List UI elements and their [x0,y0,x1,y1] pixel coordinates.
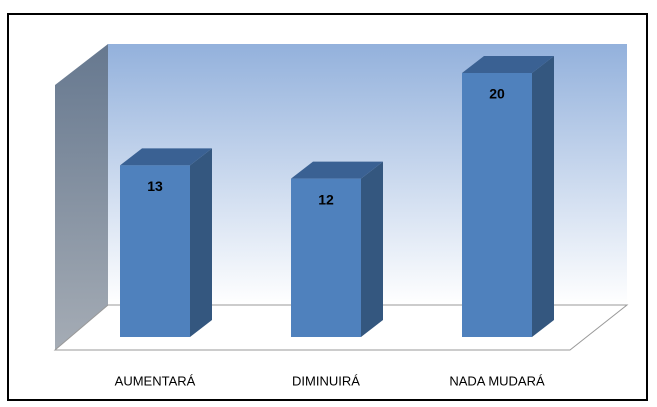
bar [120,148,212,337]
side-wall [55,44,108,350]
bars [120,56,554,337]
bar-front [291,178,361,337]
value-label: 20 [489,86,505,102]
x-tick-label: AUMENTARÁ [115,373,196,388]
bar-side [361,161,383,337]
bar [462,56,554,337]
bar-front [462,73,532,337]
bar-top [291,161,383,179]
bar-top [120,148,212,166]
bar-side [532,56,554,337]
bar-top [462,56,554,73]
x-tick-label: DIMINUIRÁ [292,373,360,388]
value-label: 13 [147,178,163,194]
bar-side [190,148,212,337]
bar-front [120,165,190,337]
bar [291,161,383,337]
x-tick-label: NADA MUDARÁ [449,373,545,388]
value-label: 12 [318,191,334,207]
